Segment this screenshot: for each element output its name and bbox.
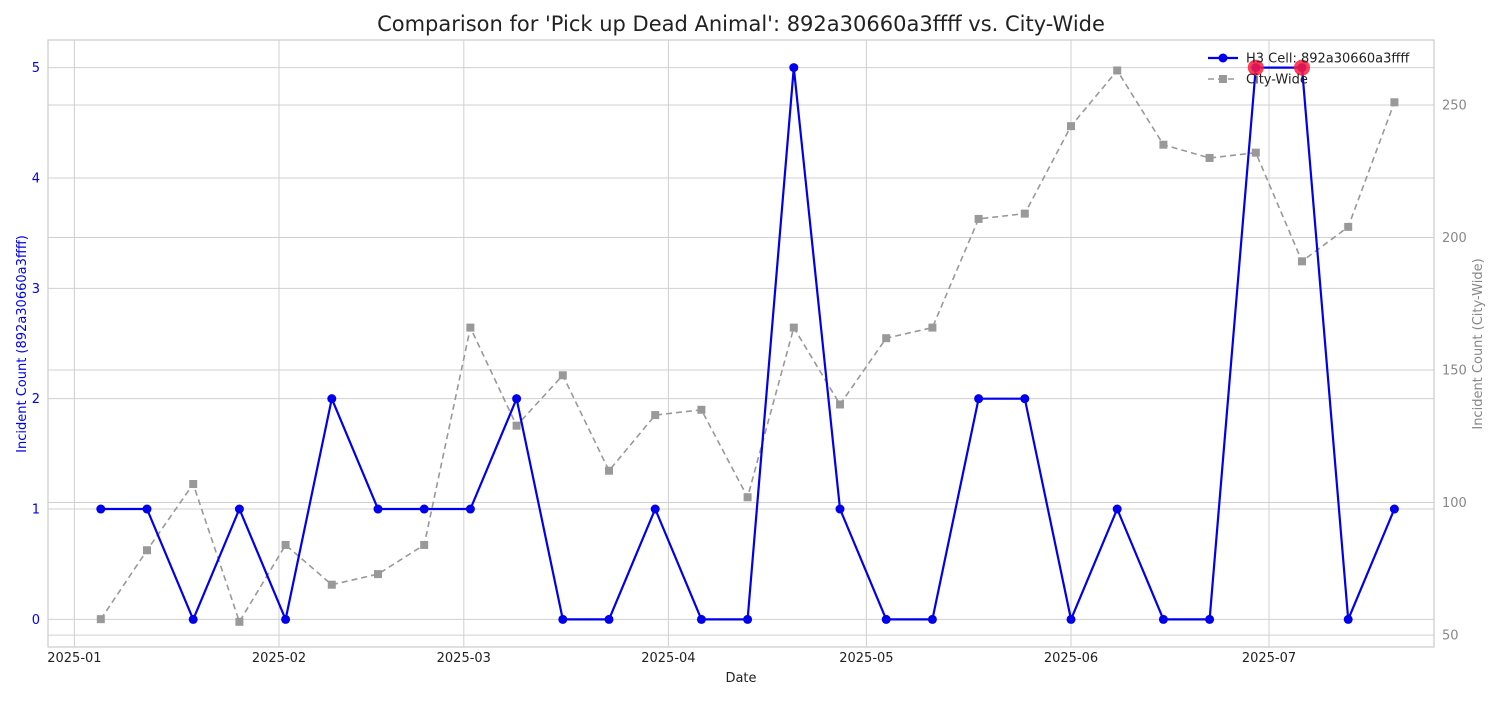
x-tick-label: 2025-05 <box>839 651 893 666</box>
y-left-tick-label: 0 <box>32 613 40 628</box>
h3-cell-data-point <box>234 504 244 514</box>
city-wide-data-point <box>96 615 105 624</box>
y-right-tick-label: 200 <box>1442 231 1467 246</box>
x-tick-label: 2025-07 <box>1242 651 1296 666</box>
city-wide-data-point <box>605 466 613 475</box>
h3-cell-data-point <box>96 504 106 514</box>
y-left-tick-label: 4 <box>32 171 40 186</box>
h3-cell-data-point <box>142 504 152 514</box>
city-wide-data-point <box>281 540 290 549</box>
city-wide-series-line <box>100 69 1396 623</box>
city-wide-data-point <box>189 479 198 488</box>
city-wide-data-point <box>1067 122 1075 131</box>
chart-title: Comparison for 'Pick up Dead Animal': 89… <box>377 12 1105 36</box>
city-wide-data-point <box>789 323 798 332</box>
h3-cell-data-point <box>512 394 522 404</box>
legend-city-wide-label: City-Wide <box>1246 73 1308 88</box>
y-left-tick-label: 1 <box>32 503 40 518</box>
city-wide-data-point <box>697 405 706 414</box>
h3-cell-data-point <box>650 504 660 514</box>
y-axis-left-label: Incident Count (892a30660a3ffff) <box>15 235 30 453</box>
plot-frame <box>47 39 1435 648</box>
y-right-tick-label: 250 <box>1442 98 1467 113</box>
legend: H3 Cell: 892a30660a3ffff City-Wide <box>1208 52 1410 88</box>
city-wide-data-point <box>1159 140 1168 149</box>
tick-labels: 2025-01 2025-02 2025-03 2025-04 2025-05 2025-… <box>32 61 1467 666</box>
h3-cell-data-point <box>1020 394 1030 404</box>
y-right-tick-label: 150 <box>1442 364 1467 379</box>
city-wide-data-point <box>1205 153 1214 162</box>
y-left-tick-label: 2 <box>32 392 40 407</box>
city-wide-data-point <box>928 323 937 332</box>
y-left-tick-label: 5 <box>32 61 40 76</box>
h3-cell-data-point <box>188 614 198 624</box>
city-wide-data-point <box>558 371 567 380</box>
h3-cell-data-point <box>1343 614 1353 624</box>
legend-h3-label: H3 Cell: 892a30660a3ffff <box>1246 52 1410 67</box>
h3-cell-data-point <box>1158 614 1168 624</box>
legend-city-wide-marker <box>1219 75 1227 83</box>
h3-cell-data-point <box>327 394 337 404</box>
series-layer <box>96 59 1399 626</box>
city-wide-data-point <box>1390 98 1399 107</box>
h3-cell-data-point <box>927 614 937 624</box>
h3-cell-data-point <box>419 504 429 514</box>
highlighted-point <box>1294 59 1310 76</box>
h3-cell-data-point <box>558 614 568 624</box>
y-left-tick-label: 3 <box>32 282 40 297</box>
h3-cell-data-point <box>743 614 753 624</box>
h3-cell-data-point <box>974 394 984 404</box>
city-wide-data-point <box>882 334 891 343</box>
city-wide-data-point <box>327 580 336 589</box>
x-axis-label: Date <box>725 671 756 686</box>
city-wide-data-point <box>235 617 244 626</box>
h3-cell-data-point <box>465 504 475 514</box>
legend-h3-marker <box>1218 53 1228 63</box>
h3-cell-data-point <box>373 504 383 514</box>
city-wide-data-point <box>1251 148 1260 157</box>
city-wide-data-point <box>1298 257 1306 266</box>
h3-cell-series-line <box>100 66 1396 621</box>
h3-cell-data-point <box>696 614 706 624</box>
h3-cell-data-point <box>281 614 291 624</box>
h3-cell-data-point <box>789 63 799 73</box>
x-tick-label: 2025-03 <box>437 651 491 666</box>
grid <box>48 40 1434 647</box>
city-wide-data-point <box>512 421 521 430</box>
h3-cell-data-point <box>1205 614 1215 624</box>
city-wide-data-point <box>1344 222 1353 231</box>
x-tick-label: 2025-04 <box>641 651 695 666</box>
x-tick-label: 2025-01 <box>47 651 101 666</box>
city-wide-data-point <box>651 411 660 420</box>
y-right-tick-label: 50 <box>1442 629 1459 644</box>
y-axis-right-label: Incident Count (City-Wide) <box>1471 258 1486 429</box>
city-wide-data-point <box>374 570 382 579</box>
y-right-tick-label: 100 <box>1442 496 1467 511</box>
city-wide-data-point <box>143 546 151 555</box>
city-wide-data-point <box>420 540 429 549</box>
h3-cell-data-point <box>604 614 614 624</box>
h3-cell-data-point <box>1112 504 1122 514</box>
city-wide-data-point <box>1020 209 1029 218</box>
h3-cell-data-point <box>1389 504 1399 514</box>
highlighted-point <box>1247 59 1264 76</box>
h3-cell-data-point <box>835 504 845 514</box>
x-tick-label: 2025-06 <box>1044 651 1098 666</box>
city-wide-data-point <box>836 400 844 409</box>
city-wide-data-point <box>743 493 752 502</box>
city-wide-data-point <box>466 323 475 332</box>
h3-cell-data-point <box>1066 614 1076 624</box>
h3-cell-data-point <box>881 614 891 624</box>
city-wide-data-point <box>1113 66 1122 75</box>
city-wide-data-point <box>974 214 983 223</box>
x-tick-label: 2025-02 <box>252 651 306 666</box>
